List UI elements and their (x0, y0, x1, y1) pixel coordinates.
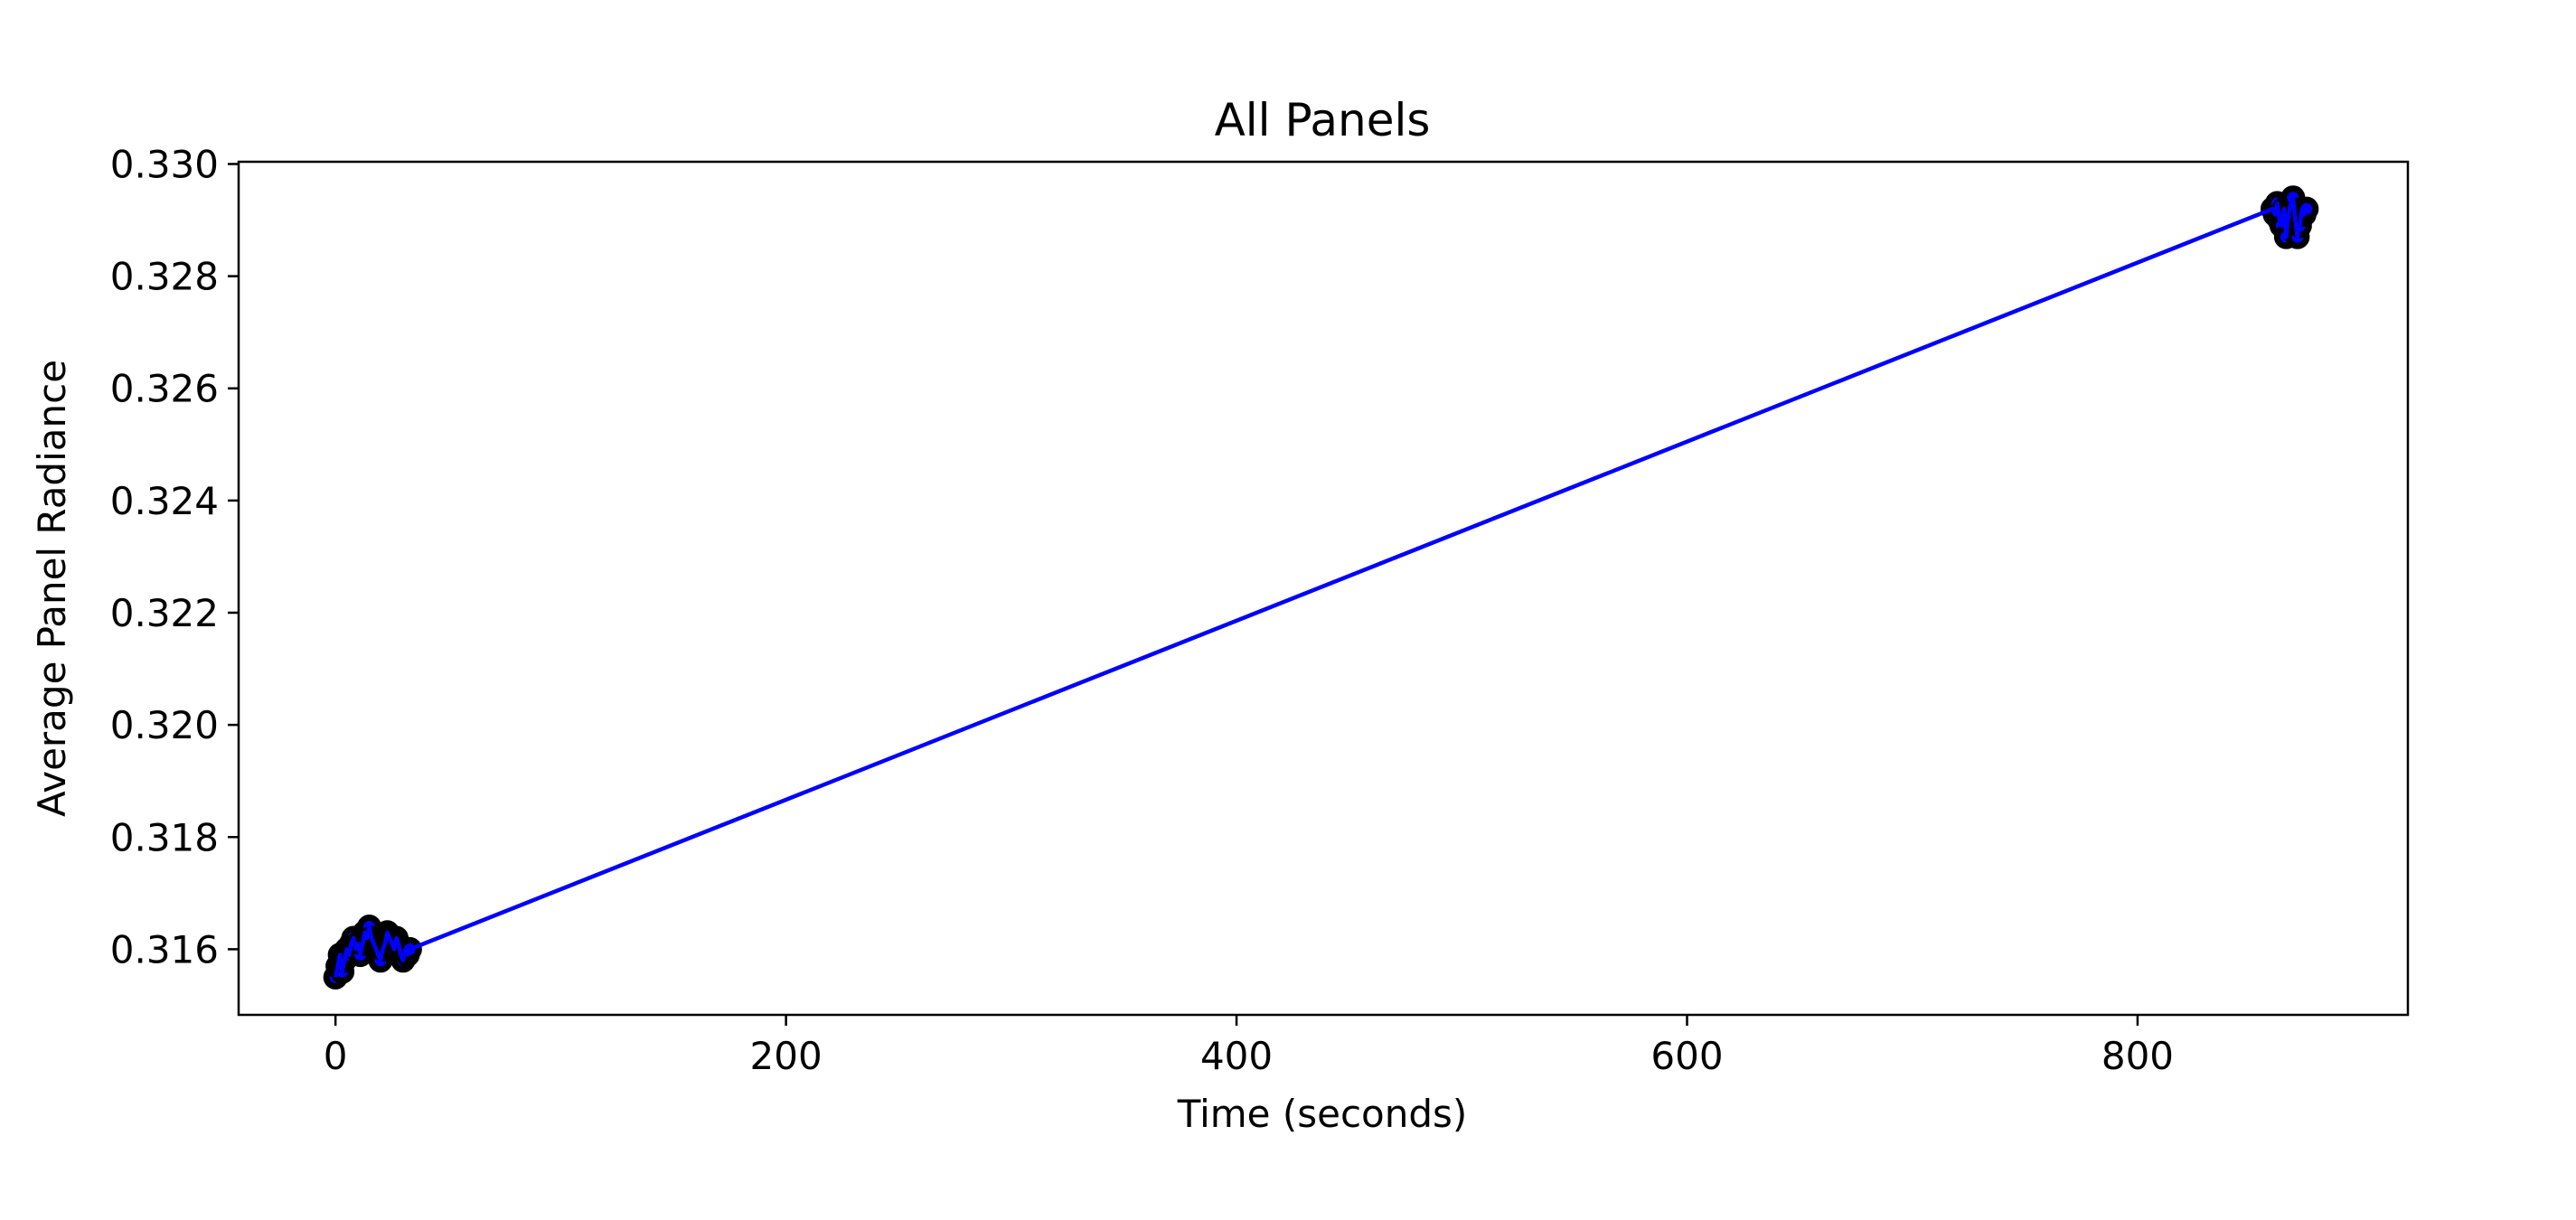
x-axis: 0 200 400 600 800 (324, 1015, 2174, 1078)
y-tick-label: 0.324 (110, 479, 219, 523)
y-axis-title: Average Panel Radiance (30, 360, 74, 817)
y-tick-label: 0.316 (110, 927, 219, 971)
y-tick-label: 0.318 (110, 815, 219, 859)
y-tick-label: 0.328 (110, 255, 219, 299)
y-tick-label: 0.322 (110, 591, 219, 635)
y-axis: 0.316 0.318 0.320 0.322 0.324 0.326 0.328 0.330 (110, 142, 239, 971)
y-tick-label: 0.326 (110, 367, 219, 411)
x-tick-label: 800 (2101, 1034, 2174, 1078)
y-tick-label: 0.320 (110, 703, 219, 747)
y-tick-label: 0.330 (110, 142, 219, 186)
x-tick-label: 400 (1200, 1034, 1273, 1078)
plot-area (237, 160, 2410, 1017)
x-tick-label: 200 (750, 1034, 823, 1078)
series-line (333, 195, 2308, 978)
data-series (323, 185, 2319, 990)
x-tick-label: 600 (1650, 1034, 1723, 1078)
x-tick-label: 0 (324, 1034, 348, 1078)
chart-title: All Panels (1215, 94, 1431, 146)
x-axis-title: Time (seconds) (1177, 1092, 1468, 1136)
